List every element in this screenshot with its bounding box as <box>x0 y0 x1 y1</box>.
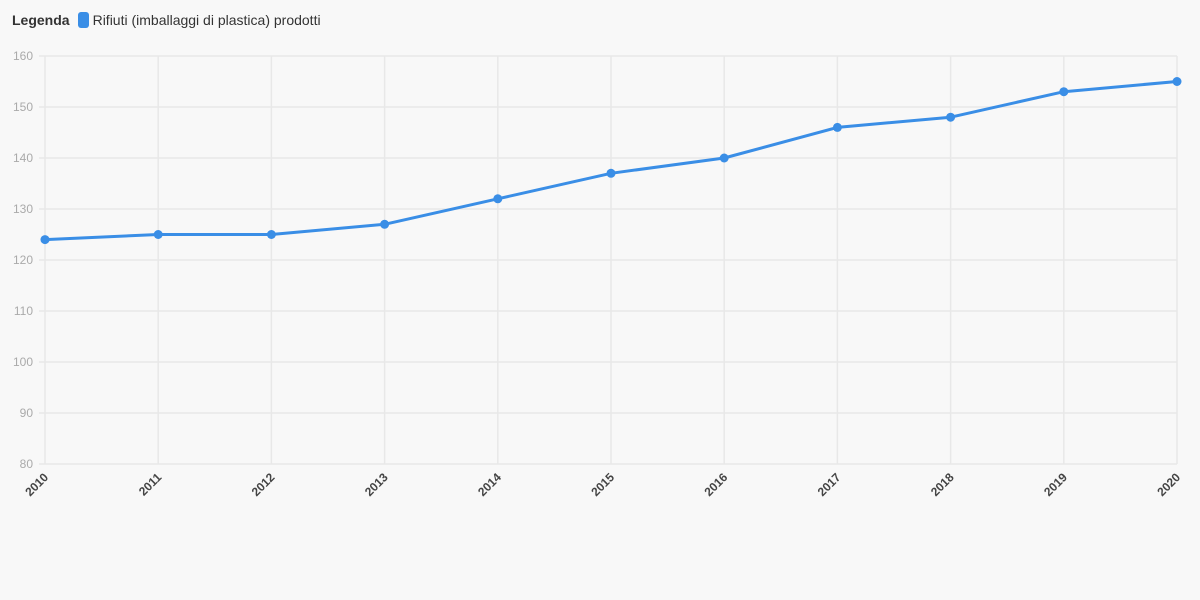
y-tick-label: 160 <box>13 49 33 63</box>
legend-item-label: Rifiuti (imballaggi di plastica) prodott… <box>92 12 321 28</box>
legend: Legenda Rifiuti (imballaggi di plastica)… <box>12 12 321 28</box>
x-tick-label: 2017 <box>815 470 844 499</box>
x-tick-label: 2020 <box>1154 470 1183 499</box>
x-tick-label: 2014 <box>475 470 504 499</box>
y-tick-label: 80 <box>20 457 34 471</box>
data-point[interactable] <box>493 194 503 204</box>
data-point[interactable] <box>266 230 276 239</box>
data-point[interactable] <box>40 235 50 245</box>
data-point[interactable] <box>380 219 390 229</box>
y-tick-label: 120 <box>13 253 33 267</box>
legend-title: Legenda <box>12 12 70 28</box>
x-axis-ticks: 2010 2011 2012 2013 2014 2015 2016 2017 2018 2019… <box>22 470 1183 499</box>
y-tick-label: 140 <box>13 151 33 165</box>
x-tick-label: 2013 <box>362 470 391 499</box>
x-tick-label: 2010 <box>22 470 51 499</box>
y-tick-label: 130 <box>13 202 33 216</box>
legend-item[interactable]: Rifiuti (imballaggi di plastica) prodott… <box>77 12 321 28</box>
legend-swatch <box>77 12 89 28</box>
series-layer <box>40 77 1182 245</box>
y-axis-ticks: 80 90 100 110 120 130 140 150 160 <box>13 49 33 471</box>
y-tick-label: 110 <box>14 304 33 318</box>
y-tick-label: 90 <box>20 406 34 420</box>
data-point[interactable] <box>1172 77 1182 86</box>
y-tick-label: 150 <box>13 100 33 114</box>
data-point[interactable] <box>946 112 956 122</box>
x-tick-label: 2012 <box>249 470 278 499</box>
data-point[interactable] <box>153 230 163 239</box>
y-tick-label: 100 <box>13 355 33 369</box>
x-tick-label: 2019 <box>1041 470 1070 499</box>
x-tick-label: 2015 <box>588 470 617 499</box>
x-tick-label: 2011 <box>136 470 165 499</box>
data-point[interactable] <box>1059 87 1069 97</box>
data-point[interactable] <box>606 168 616 178</box>
x-tick-label: 2016 <box>702 470 731 499</box>
data-point[interactable] <box>719 153 729 163</box>
data-point[interactable] <box>832 122 842 132</box>
grid <box>39 55 1178 465</box>
x-tick-label: 2018 <box>928 470 957 499</box>
